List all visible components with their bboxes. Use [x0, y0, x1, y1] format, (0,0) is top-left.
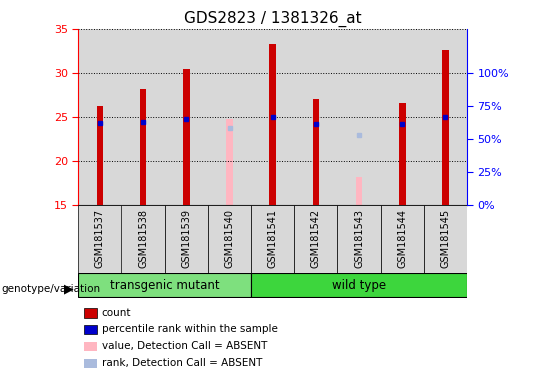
Bar — [97, 106, 103, 205]
Bar — [78, 29, 122, 205]
Text: count: count — [102, 308, 131, 318]
Bar — [140, 89, 146, 205]
Bar — [294, 29, 338, 205]
Bar — [78, 273, 251, 297]
Bar — [78, 205, 122, 275]
Bar — [313, 99, 319, 205]
Bar — [251, 205, 294, 275]
Bar — [424, 205, 467, 275]
Bar — [122, 205, 165, 275]
Bar — [165, 29, 208, 205]
Bar — [424, 29, 467, 205]
Text: transgenic mutant: transgenic mutant — [110, 279, 220, 291]
Text: GSM181541: GSM181541 — [268, 209, 278, 268]
Text: GSM181542: GSM181542 — [311, 209, 321, 268]
Bar — [97, 106, 103, 205]
Text: GSM181539: GSM181539 — [181, 209, 191, 268]
Title: GDS2823 / 1381326_at: GDS2823 / 1381326_at — [184, 11, 361, 27]
Bar — [183, 70, 190, 205]
Text: value, Detection Call = ABSENT: value, Detection Call = ABSENT — [102, 341, 267, 351]
Bar — [226, 119, 233, 205]
Bar — [356, 177, 362, 205]
Bar — [251, 273, 467, 297]
Bar — [338, 29, 381, 205]
Bar — [294, 205, 338, 275]
Bar — [399, 103, 406, 205]
Text: ▶: ▶ — [64, 282, 73, 295]
Text: GSM181544: GSM181544 — [397, 209, 407, 268]
Bar — [208, 29, 251, 205]
Text: rank, Detection Call = ABSENT: rank, Detection Call = ABSENT — [102, 358, 262, 368]
Text: genotype/variation: genotype/variation — [1, 284, 100, 294]
Text: percentile rank within the sample: percentile rank within the sample — [102, 324, 278, 334]
Bar — [381, 29, 424, 205]
Bar — [165, 205, 208, 275]
Text: GSM181537: GSM181537 — [95, 209, 105, 268]
Bar — [381, 205, 424, 275]
Text: GSM181545: GSM181545 — [441, 209, 450, 268]
Bar — [251, 29, 294, 205]
Text: wild type: wild type — [332, 279, 386, 291]
Bar — [122, 29, 165, 205]
Bar — [269, 44, 276, 205]
Bar — [442, 50, 449, 205]
Text: GSM181543: GSM181543 — [354, 209, 364, 268]
Bar — [338, 205, 381, 275]
Text: GSM181540: GSM181540 — [225, 209, 234, 268]
Text: GSM181538: GSM181538 — [138, 209, 148, 268]
Bar — [208, 205, 251, 275]
